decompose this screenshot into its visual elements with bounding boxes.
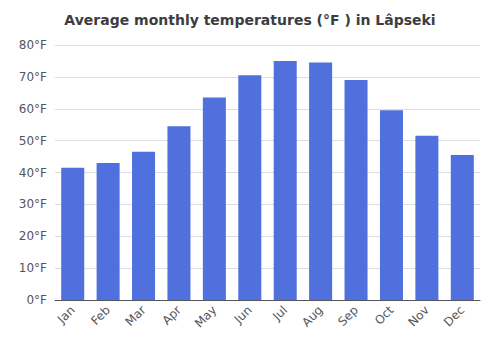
svg-text:Sep: Sep: [335, 303, 361, 329]
svg-text:Feb: Feb: [88, 303, 113, 328]
svg-text:Average monthly temperatures (: Average monthly temperatures (°F ) in Lâ…: [64, 12, 435, 28]
svg-text:Dec: Dec: [441, 303, 467, 329]
svg-text:50°F: 50°F: [19, 134, 47, 148]
svg-text:70°F: 70°F: [19, 70, 47, 84]
svg-text:May: May: [192, 303, 219, 330]
svg-text:Mar: Mar: [123, 303, 149, 329]
svg-text:Jan: Jan: [54, 303, 78, 327]
svg-text:0°F: 0°F: [26, 293, 47, 307]
svg-text:Apr: Apr: [159, 303, 184, 328]
svg-text:80°F: 80°F: [19, 38, 47, 52]
svg-text:60°F: 60°F: [19, 102, 47, 116]
svg-text:30°F: 30°F: [19, 197, 47, 211]
svg-text:Jun: Jun: [231, 303, 255, 327]
svg-text:20°F: 20°F: [19, 229, 47, 243]
svg-text:10°F: 10°F: [19, 261, 47, 275]
svg-text:Jul: Jul: [269, 303, 290, 324]
svg-text:Nov: Nov: [405, 303, 431, 329]
svg-text:Oct: Oct: [372, 303, 397, 328]
svg-text:40°F: 40°F: [19, 166, 47, 180]
svg-text:Aug: Aug: [299, 303, 325, 329]
